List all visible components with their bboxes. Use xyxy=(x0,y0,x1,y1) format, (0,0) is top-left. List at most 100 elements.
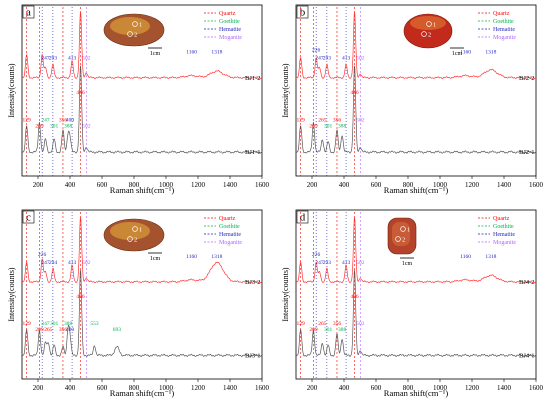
panel-letter: c xyxy=(26,212,31,224)
x-tick-label: 800 xyxy=(129,384,140,392)
x-tick-label: 1400 xyxy=(497,384,512,392)
chart-panel-d: 200 400 600 800 1000 1200 1400 1600 Raman shift(… xyxy=(281,209,544,398)
x-tick-label: 1200 xyxy=(191,384,206,392)
plot-frame xyxy=(21,4,263,177)
sample-point xyxy=(395,236,401,242)
peak-label: 388 xyxy=(64,321,73,327)
x-tick-label: 400 xyxy=(65,384,76,392)
peak-label: 502 xyxy=(82,260,91,266)
peak-label: 388 xyxy=(338,123,347,129)
legend-entry: Moganite xyxy=(493,240,516,246)
x-tick-label: 400 xyxy=(339,384,350,392)
x-tick-label: 1000 xyxy=(159,384,174,392)
peak-label: 247 xyxy=(315,260,324,266)
peak-label: 209 xyxy=(35,327,44,333)
series-label: BJ4-2 xyxy=(519,279,535,286)
series-line-BJ3-2 xyxy=(21,216,263,284)
plot-frame xyxy=(21,209,263,380)
y-axis-title: Intensity(counts) xyxy=(7,63,16,118)
series-line-BJ1-1 xyxy=(21,65,263,154)
x-tick-label: 1200 xyxy=(465,384,480,392)
peak-label: 356 xyxy=(59,117,68,123)
sample-point-label: 2 xyxy=(134,32,137,39)
series-label: BJ1-2 xyxy=(245,75,261,82)
peak-label: 247 xyxy=(41,321,50,327)
peak-label: 466 xyxy=(350,294,359,300)
legend-entry: Quartz xyxy=(219,216,236,222)
peak-label: 1160 xyxy=(460,50,471,56)
peak-label: 129 xyxy=(23,321,32,327)
peak-label: 301 xyxy=(50,321,59,327)
peak-label: 1160 xyxy=(186,50,197,56)
sample-point-label: 1 xyxy=(433,22,436,29)
peak-label: 293 xyxy=(323,260,332,266)
panel-letter: b xyxy=(300,7,306,19)
peak-label: 356 xyxy=(333,321,342,327)
series-label: BJ2-1 xyxy=(519,149,535,156)
peak-label: 1318 xyxy=(485,254,496,260)
peak-label: 400 xyxy=(66,327,75,333)
sample-point-label: 2 xyxy=(428,32,431,39)
specimen-highlight xyxy=(110,222,150,240)
peak-label: 301 xyxy=(324,123,333,129)
x-tick-label: 600 xyxy=(371,384,382,392)
sample-point-label: 2 xyxy=(402,237,405,244)
series-line-BJ4-1 xyxy=(295,270,537,357)
peak-label: 301 xyxy=(50,123,59,129)
x-axis-title: Raman shift(cm⁻¹) xyxy=(384,185,449,195)
x-axis-title: Raman shift(cm⁻¹) xyxy=(110,388,175,398)
series-label: BJ4-1 xyxy=(519,352,535,359)
peak-label: 293 xyxy=(49,56,58,62)
x-tick-label: 400 xyxy=(339,181,350,189)
panel-letter-box xyxy=(22,5,35,19)
peak-label: 413 xyxy=(68,260,77,266)
peak-label: 502 xyxy=(82,56,91,62)
peak-label: 502 xyxy=(356,117,365,123)
y-axis-title: Intensity(counts) xyxy=(281,267,290,322)
x-tick-label: 1600 xyxy=(529,181,544,189)
x-tick-label: 1000 xyxy=(159,181,174,189)
legend-entry: Hematite xyxy=(493,27,515,33)
peak-label: 209 xyxy=(309,327,318,333)
sample-point-label: 1 xyxy=(139,227,142,234)
series-line-BJ1-2 xyxy=(21,12,263,79)
legend-entry: Hematite xyxy=(219,27,241,33)
sample-point xyxy=(400,226,406,232)
peak-label: 209 xyxy=(35,123,44,129)
peak-label: 247 xyxy=(41,117,50,123)
legend-entry: Quartz xyxy=(493,216,510,222)
peak-label: 502 xyxy=(356,260,365,266)
x-tick-label: 1600 xyxy=(255,384,270,392)
x-tick-label: 600 xyxy=(97,181,108,189)
x-tick-label: 200 xyxy=(33,181,44,189)
scale-bar-label: 1cm xyxy=(150,256,161,262)
x-tick-label: 1600 xyxy=(255,181,270,189)
scale-bar-label: 1cm xyxy=(402,261,413,267)
sample-point xyxy=(132,226,138,232)
x-axis-title: Raman shift(cm⁻¹) xyxy=(384,388,449,398)
sample-point-label: 2 xyxy=(134,237,137,244)
chart-panel-b: 200 400 600 800 1000 1200 1400 1600 Raman shift(… xyxy=(281,4,544,195)
peak-label: 1318 xyxy=(485,50,496,56)
legend-entry: Hematite xyxy=(219,232,241,238)
x-tick-label: 1400 xyxy=(223,181,238,189)
peak-label: 1160 xyxy=(460,254,471,260)
peak-label: 247 xyxy=(315,56,324,62)
series-line-BJ2-2 xyxy=(295,12,537,79)
legend-entry: Goethite xyxy=(219,19,240,25)
legend-entry: Hematite xyxy=(493,232,515,238)
peak-label: 466 xyxy=(350,90,359,96)
peak-label: 226 xyxy=(312,48,321,54)
panel-letter: a xyxy=(26,7,31,19)
specimen-highlight xyxy=(110,17,150,35)
peak-label: 400 xyxy=(66,117,75,123)
legend-entry: Moganite xyxy=(219,35,242,41)
peak-label: 293 xyxy=(323,56,332,62)
peak-label: 502 xyxy=(82,123,91,129)
x-tick-label: 1400 xyxy=(223,384,238,392)
series-label: BJ3-2 xyxy=(245,279,261,286)
peak-label: 1318 xyxy=(211,254,222,260)
x-tick-label: 1000 xyxy=(433,384,448,392)
sample-point-label: 1 xyxy=(139,22,142,29)
